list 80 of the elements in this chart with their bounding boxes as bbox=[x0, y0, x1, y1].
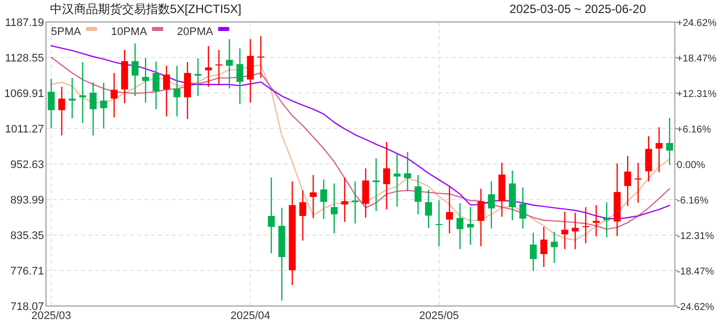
y2-tick-label: -6.16% bbox=[676, 196, 709, 207]
candlestick bbox=[90, 82, 97, 136]
candlestick bbox=[100, 82, 108, 129]
y2-tick-label: -18.47% bbox=[676, 266, 714, 278]
candlestick bbox=[572, 212, 579, 250]
candlestick bbox=[645, 136, 652, 182]
candlestick bbox=[48, 78, 55, 129]
candlestick bbox=[58, 86, 66, 136]
candlestick bbox=[508, 170, 516, 221]
candlestick bbox=[362, 168, 370, 218]
x-tick-label: 2025/03 bbox=[31, 310, 72, 320]
candlestick bbox=[656, 126, 663, 173]
candlestick bbox=[194, 58, 202, 97]
candlestick bbox=[540, 226, 548, 268]
legend-label: 20PMA bbox=[177, 26, 214, 38]
y2-tick-label: +18.47% bbox=[676, 53, 717, 64]
x-tick-label: 2025/04 bbox=[230, 310, 270, 320]
candlestick bbox=[530, 232, 537, 272]
candlestick bbox=[414, 174, 422, 215]
chart-title: 中汉商品期货交易指数5X[ZHCTI5X] bbox=[50, 2, 242, 16]
candlestick bbox=[488, 180, 495, 230]
y-tick-label: 1187.19 bbox=[5, 17, 44, 29]
candlestick bbox=[352, 180, 359, 224]
candlestick bbox=[456, 202, 464, 250]
candlestick bbox=[603, 202, 610, 238]
y2-tick-label: +6.16% bbox=[676, 124, 712, 136]
candlestick bbox=[341, 176, 348, 222]
candlestick bbox=[299, 190, 306, 242]
y-tick-label: 718.07 bbox=[10, 301, 44, 313]
candlestick bbox=[110, 72, 118, 118]
candlestick bbox=[236, 48, 244, 105]
candlestick bbox=[550, 231, 558, 264]
candlestick bbox=[666, 117, 674, 166]
y2-tick-label: +24.62% bbox=[676, 18, 717, 29]
candlestick bbox=[519, 186, 526, 230]
y2-tick-label: -24.62% bbox=[676, 302, 714, 313]
legend-label: 5PMA bbox=[51, 26, 82, 38]
candlestick bbox=[330, 182, 338, 234]
chart-subtitle: 2025-03-05 ~ 2025-06-20 bbox=[510, 2, 646, 16]
candlestick bbox=[477, 188, 484, 247]
candlestick bbox=[383, 141, 390, 210]
candlestick bbox=[226, 38, 233, 90]
candlestick bbox=[163, 65, 170, 117]
candlestick bbox=[592, 204, 600, 237]
y2-tick-label: +12.31% bbox=[676, 89, 717, 100]
candlestick bbox=[320, 178, 328, 220]
legend-label: 10PMA bbox=[110, 26, 148, 38]
y-tick-label: 835.35 bbox=[10, 230, 44, 242]
y-tick-label: 952.63 bbox=[10, 159, 44, 171]
candlestick bbox=[142, 58, 150, 104]
candlestick bbox=[246, 38, 254, 104]
y-tick-label: 1011.27 bbox=[5, 124, 44, 136]
candlestick bbox=[257, 36, 264, 79]
y-tick-label: 776.71 bbox=[10, 266, 44, 278]
candlestick bbox=[582, 206, 590, 244]
candlestick bbox=[204, 45, 212, 88]
y-tick-label: 893.99 bbox=[10, 194, 44, 206]
candlestick bbox=[68, 77, 76, 119]
candlestick bbox=[466, 206, 474, 246]
candlestick bbox=[436, 200, 442, 247]
y2-tick-label: 0.00% bbox=[676, 160, 706, 171]
candlestick bbox=[310, 174, 317, 219]
y-tick-label: 1128.55 bbox=[5, 52, 44, 64]
candlestick bbox=[215, 49, 222, 86]
candlestick bbox=[404, 151, 412, 192]
candlestick bbox=[634, 162, 642, 204]
candlestick bbox=[624, 155, 632, 207]
x-tick-label: 2025/05 bbox=[419, 310, 459, 320]
candlestick bbox=[372, 158, 380, 212]
candlestick bbox=[268, 176, 275, 254]
candlestick bbox=[174, 65, 180, 117]
y2-tick-label: -12.31% bbox=[676, 231, 714, 242]
candlestick bbox=[561, 211, 568, 250]
candlestick bbox=[79, 62, 86, 124]
candlestick bbox=[394, 152, 401, 208]
candlestick bbox=[152, 60, 160, 110]
candlestick bbox=[132, 42, 139, 97]
candlestick bbox=[425, 189, 432, 229]
candlestick bbox=[446, 184, 453, 234]
y-tick-label: 1069.91 bbox=[4, 88, 44, 100]
